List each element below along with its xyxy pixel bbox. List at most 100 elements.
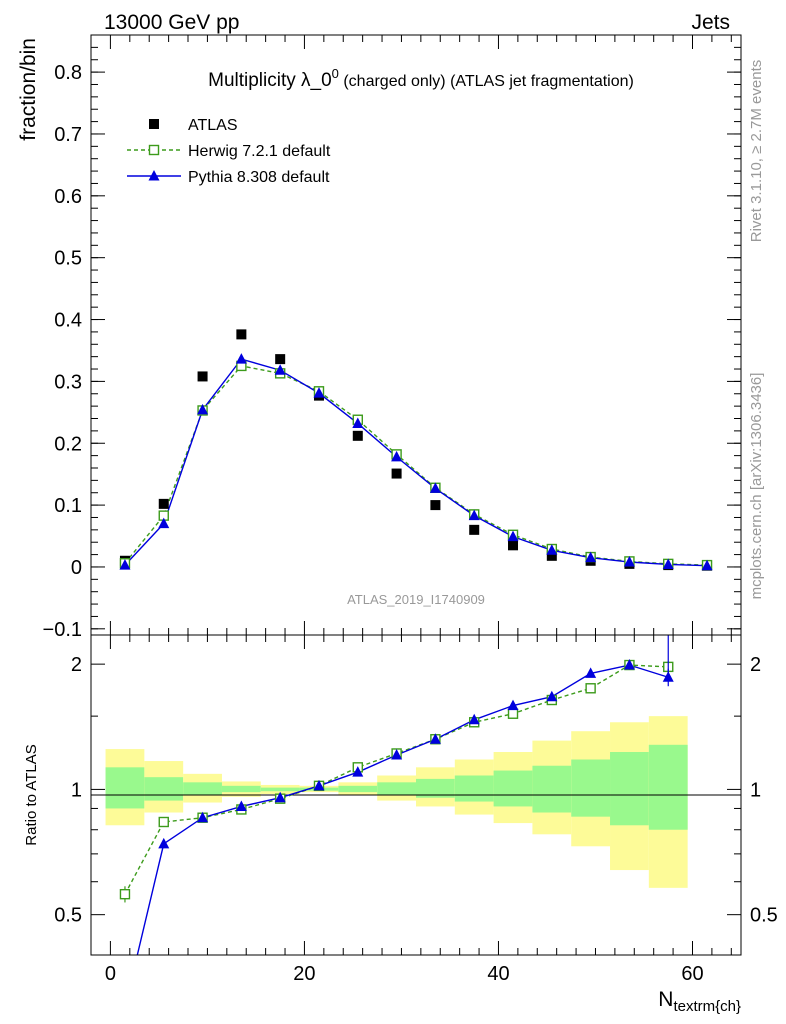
main-y-tick-label: 0.1 [54,495,82,517]
atlas-point [391,468,402,479]
atlas-point [430,500,441,511]
herwig-7-2-1-default-ratio-line [124,664,669,895]
ratio-band-inner [493,770,533,807]
analysis-watermark: ATLAS_2019_I1740909 [347,592,485,607]
atlas-point [469,524,480,535]
x-tick-label: 40 [487,963,509,985]
herwig-7-2-1-default-ratio-point [585,683,596,694]
pythia-8-308-default-point [507,530,519,542]
pythia-8-308-default-point [662,558,674,569]
pythia-8-308-default-point [585,551,597,563]
main-y-tick-label: 0.7 [54,124,82,146]
pythia-8-308-default-ratio-point [313,779,325,791]
pythia-8-308-default-point [352,417,364,428]
main-y-tick-label: 0.6 [54,186,82,208]
pythia-8-308-default-ratio-point [197,811,209,823]
ratio-y-tick-label-right: 0.5 [750,905,778,927]
atlas-point [197,371,208,382]
atlas-point [546,550,557,561]
ratio-band-inner [532,765,572,813]
ratio-band-inner [221,785,261,793]
main-title-superscript: 0 [332,66,339,81]
pythia-8-308-default-ratio-point [119,1001,130,1012]
pythia-8-308-default-point [313,387,325,398]
ratio-y-tick-label: 1 [71,779,82,801]
pythia-8-308-default-line [124,358,708,567]
main-y-tick-label: 0.5 [54,248,82,270]
ratio-band-inner [338,785,378,793]
main-y-tick-label: 0 [71,557,82,579]
x-axis-label: Ntextrm{ch} [658,988,741,1015]
legend-item-herwig-7-2-1-default: Herwig 7.2.1 default [127,143,331,160]
main-title: Multiplicity λ_00 (charged only) (ATLAS … [208,66,634,91]
pythia-8-308-default-point [119,559,131,570]
ratio-band-inner [416,778,455,798]
pythia-8-308-default-point [429,482,441,493]
legend-label: Herwig 7.2.1 default [188,143,331,160]
atlas-point [508,540,519,551]
pythia-8-308-default-ratio-point [352,766,364,777]
pythia-8-308-default-point [235,353,247,364]
ratio-band-inner [105,767,145,809]
x-tick-label: 60 [681,963,703,985]
main-y-axis-label: fraction/bin [17,38,40,141]
herwig-7-2-1-default-line [124,365,708,566]
legend-marker [148,170,160,181]
legend-label: Pythia 8.308 default [188,169,330,186]
ratio-y-tick-label-right: 1 [750,779,761,801]
ratio-plot-frame [90,634,742,956]
main-y-tick-label: 0.4 [54,310,82,332]
ratio-band-inner [144,777,184,801]
main-title-text: Multiplicity λ_0 [208,70,332,91]
pythia-8-308-default-point [197,403,209,415]
main-title-rest: (charged only) (ATLAS jet fragmentation) [339,73,634,90]
ratio-y-tick-label: 0.5 [54,905,82,927]
legend: ATLAS Herwig 7.2.1 default Pythia 8.308 de… [127,117,331,186]
ratio-band-inner [260,787,300,792]
main-y-tick-label: 0.8 [54,62,82,84]
pythia-8-308-default-ratio-point [274,791,286,803]
pythia-8-308-default-ratio-point [429,733,441,744]
legend-item-pythia-8-308-default: Pythia 8.308 default [127,169,330,186]
rivet-label: Rivet 3.1.10, ≥ 2.7M events [748,60,765,243]
legend-label: ATLAS [188,117,238,134]
pythia-8-308-default-ratio-point [585,667,597,678]
legend-item-atlas: ATLAS [149,117,238,134]
ratio-band-inner [454,775,494,802]
pythia-8-308-default-ratio-point [391,748,403,760]
ratio-band-inner [610,752,649,826]
legend-marker [149,119,159,129]
main-y-tick-label: 0.3 [54,371,82,393]
pythia-8-308-default-point [158,517,170,529]
pythia-8-308-default-ratio-point [546,690,558,702]
x-tick-label: 20 [293,963,315,985]
atlas-point [158,498,169,509]
x-axis-label-subscript: textrm{ch} [673,998,741,1015]
ratio-plot-panel: 0.5 0.51 12 20 20 40 60 Ratio to ATLAS Ntextrm… [23,634,778,1015]
pythia-8-308-default-ratio-point [623,659,635,670]
x-tick-label: 0 [105,963,116,985]
pythia-8-308-default-point [391,450,403,462]
main-y-tick-label: 0.2 [54,433,82,455]
ratio-band-inner [377,782,416,795]
ratio-y-axis-label: Ratio to ATLAS [23,744,40,845]
pythia-8-308-default-point [468,509,480,521]
ratio-y-tick-label: 2 [71,654,82,676]
herwig-7-2-1-default-ratio-point [507,708,519,719]
herwig-7-2-1-default-ratio-point [158,816,169,828]
x-axis-label-main: N [658,988,673,1011]
ratio-band-inner [183,782,222,795]
pythia-8-308-default-point [623,556,635,567]
pythia-8-308-default-point [546,544,558,555]
energy-label: 13000 GeV pp [104,11,239,34]
atlas-point [352,430,363,441]
pythia-8-308-default-ratio-point [507,699,519,711]
category-label: Jets [691,11,730,34]
atlas-point [275,354,286,365]
ratio-y-tick-label-right: 2 [750,654,761,676]
legend-marker [148,144,160,156]
main-plot-panel: −0.1 0 0.1 0.2 0.3 0.4 0.5 0.6 0.7 0.8 Multiplici… [17,34,742,641]
pythia-8-308-default-ratio-point [158,837,170,849]
pythia-8-308-default-ratio-point [468,713,480,725]
